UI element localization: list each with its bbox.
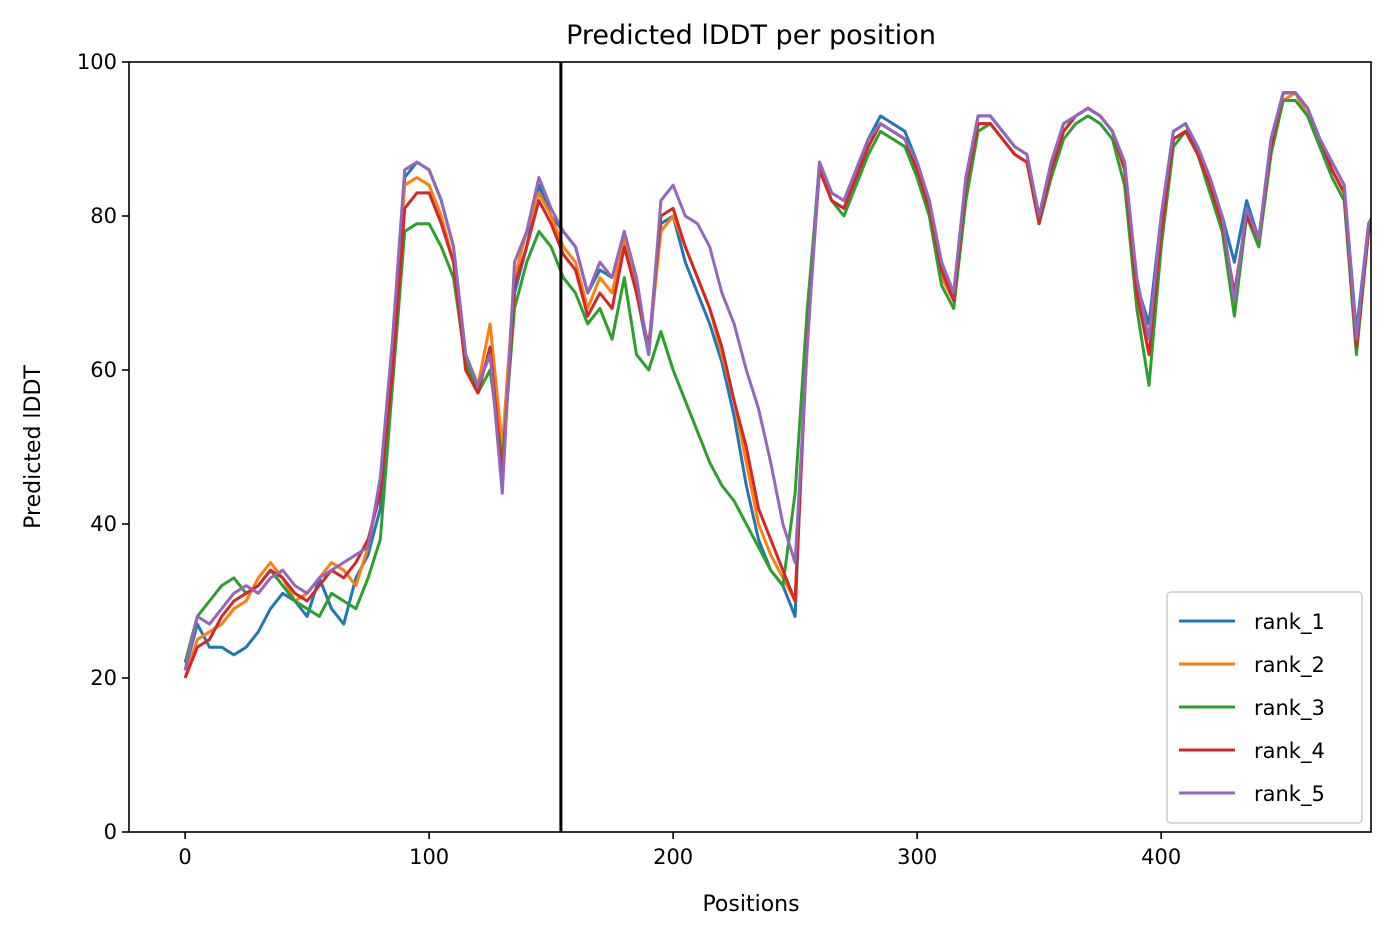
legend-label-rank_5: rank_5 [1254, 782, 1325, 807]
series-line-rank_5 [183, 91, 1371, 671]
x-tick-label: 400 [1141, 845, 1181, 869]
x-tick-label: 200 [653, 845, 693, 869]
axes: 0 100 200 300 400 0 20 40 60 80 100 [77, 50, 1372, 869]
chart-title: Predicted lDDT per position [566, 20, 936, 51]
y-tick-label: 100 [77, 50, 117, 74]
x-axis-label: Positions [702, 892, 799, 917]
y-tick-label: 60 [90, 358, 117, 382]
y-tick-label: 0 [104, 820, 117, 844]
x-tick-label: 100 [409, 845, 449, 869]
y-axis-label: Predicted lDDT [21, 365, 46, 529]
y-tick-label: 20 [90, 666, 117, 690]
legend-label-rank_3: rank_3 [1254, 696, 1325, 721]
legend-label-rank_2: rank_2 [1254, 653, 1325, 678]
y-tick-label: 80 [90, 204, 117, 228]
legend-label-rank_1: rank_1 [1254, 610, 1325, 635]
legend-box [1166, 591, 1363, 824]
y-tick-label: 40 [90, 512, 117, 536]
axes-frame [128, 61, 1372, 833]
x-tick-label: 0 [178, 845, 191, 869]
legend: rank_1 rank_2 rank_3 rank_4 rank_5 [1166, 591, 1363, 824]
plot-area [183, 62, 1371, 832]
legend-label-rank_4: rank_4 [1254, 739, 1325, 764]
x-tick-label: 300 [897, 845, 937, 869]
